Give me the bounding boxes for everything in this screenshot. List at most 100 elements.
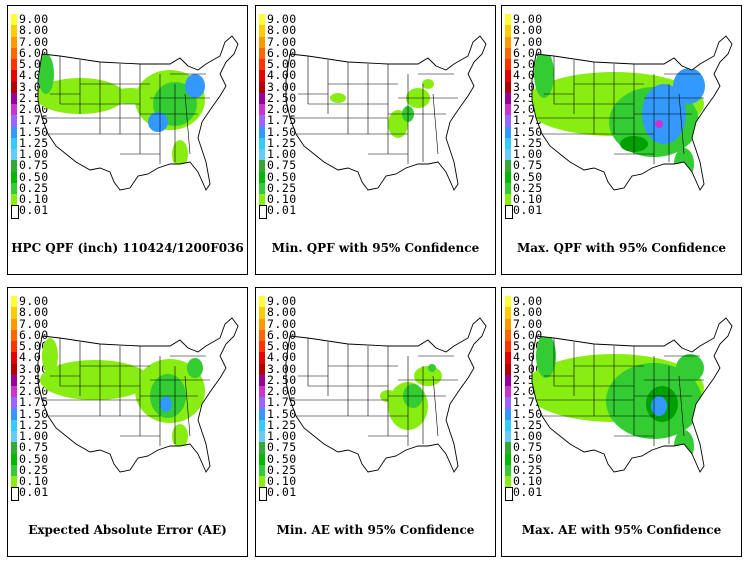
legend-swatch [259, 171, 265, 183]
legend-label: 7.00 [19, 34, 49, 49]
legend-swatch [259, 81, 265, 93]
legend-entry: 1.25 [11, 419, 71, 431]
legend-entry: 3.00 [505, 361, 565, 376]
precip-area [655, 120, 663, 128]
legend-swatch [11, 104, 17, 116]
state-border [184, 93, 191, 155]
legend-label: 3.00 [513, 361, 543, 376]
precip-area [172, 140, 188, 168]
legend-entry: 1.50 [505, 126, 565, 138]
legend-entry: 8.00 [11, 305, 71, 320]
legend-label: 6.00 [19, 327, 49, 342]
state-border [678, 93, 685, 155]
legend-swatch [505, 453, 511, 465]
legend-label: 0.75 [513, 440, 543, 455]
legend-label: 0.10 [513, 474, 543, 488]
legend-label: 2.50 [267, 90, 297, 105]
legend-entry: 0.10 [11, 475, 71, 488]
legend-swatch [11, 194, 17, 206]
legend-swatch [11, 442, 17, 454]
country-outline [285, 35, 487, 191]
state-borders [536, 338, 704, 446]
legend-entry: 7.00 [505, 318, 565, 330]
legend-entry: 9.00 [505, 295, 565, 308]
legend-entry: 0.50 [11, 453, 71, 465]
legend-label: 1.75 [513, 113, 543, 128]
state-borders [290, 56, 458, 164]
legend-entry: 7.00 [259, 316, 319, 331]
legend-label: 0.10 [513, 192, 543, 206]
legend-swatch [505, 25, 511, 37]
legend-label: 0.75 [19, 158, 49, 173]
legend-entry: 0.25 [259, 464, 319, 476]
legend-swatch [11, 374, 17, 386]
legend-label: 3.00 [267, 361, 297, 376]
legend-entry: 0.01 [259, 204, 319, 219]
state-border [432, 375, 439, 437]
legend-entry: 1.25 [259, 137, 319, 149]
legend-label: 1.75 [267, 113, 297, 128]
legend-entry: 7.00 [259, 36, 319, 48]
legend-swatch [505, 318, 511, 330]
legend-label: 1.00 [19, 147, 49, 161]
legend-swatch [259, 115, 265, 127]
legend-label: 0.25 [267, 180, 297, 195]
legend-label: 4.00 [19, 350, 49, 365]
legend-swatch [11, 115, 17, 127]
legend-swatch [11, 47, 17, 59]
legend-entry: 9.00 [259, 13, 319, 26]
legend-entry: 0.25 [11, 464, 71, 476]
legend-entry: 7.00 [505, 36, 565, 48]
legend-label: 8.00 [267, 305, 297, 320]
legend-entry: 0.01 [505, 204, 565, 219]
legend-entry: 0.75 [11, 158, 71, 173]
precip-area [185, 74, 205, 98]
legend-entry: 1.75 [11, 396, 71, 409]
legend-label: 0.25 [513, 462, 543, 477]
us-map [37, 317, 239, 473]
legend-swatch [11, 36, 17, 48]
legend-entry: 8.00 [259, 305, 319, 320]
legend-entry: 3.00 [259, 81, 319, 93]
legend-entry: 0.25 [259, 180, 319, 195]
precip-area [110, 88, 150, 104]
legend-entry: 1.25 [505, 137, 565, 149]
legend-label: 7.00 [267, 316, 297, 331]
legend-swatch [259, 431, 265, 443]
legend-swatch [11, 329, 17, 341]
legend-entry: 3.00 [11, 363, 71, 375]
panel-caption: Max. QPF with 95% Confidence [516, 241, 727, 255]
precip-area [422, 79, 434, 89]
legend-swatch [505, 81, 511, 93]
legend-label: 0.25 [513, 180, 543, 195]
legend-entry: 1.75 [505, 396, 565, 409]
panel-caption: HPC QPF (inch) 110424/1200F036 [11, 241, 244, 255]
legend-swatch [11, 307, 17, 319]
legend-swatch [259, 126, 265, 138]
legend-swatch [11, 476, 17, 488]
legend-entry: 0.50 [259, 453, 319, 465]
legend-label: 8.00 [19, 305, 49, 320]
panel-caption: Min. AE with 95% Confidence [276, 523, 475, 537]
us-map [285, 35, 487, 191]
state-border [678, 375, 685, 437]
legend-label: 1.50 [19, 406, 49, 421]
legend-label: 2.50 [267, 372, 297, 387]
legend-label: 6.00 [513, 45, 543, 60]
precip-field [380, 364, 442, 430]
legend-swatch [505, 374, 511, 386]
legend-entry: 0.01 [259, 486, 319, 501]
legend-entry: 1.25 [259, 419, 319, 431]
legend-swatch [259, 476, 265, 488]
legend-entry: 6.00 [259, 329, 319, 341]
legend-label: 8.00 [267, 23, 297, 38]
map-panel-3: 9.00 8.00 7.00 6.00 5.00 4.00 3.00 2.50 2.00 1.75… [501, 5, 742, 275]
map-panel-5: 9.00 8.00 7.00 6.00 5.00 4.00 3.00 2.50 2.00 1.75… [255, 287, 496, 557]
legend-entry: 0.75 [259, 441, 319, 454]
legend-entry: 1.00 [11, 147, 71, 161]
legend-entry: 0.10 [505, 192, 565, 206]
legend-entry: 9.00 [11, 13, 71, 26]
legend-swatch [11, 205, 19, 219]
legend-entry: 0.75 [11, 441, 71, 454]
legend-entry: 8.00 [505, 306, 565, 319]
